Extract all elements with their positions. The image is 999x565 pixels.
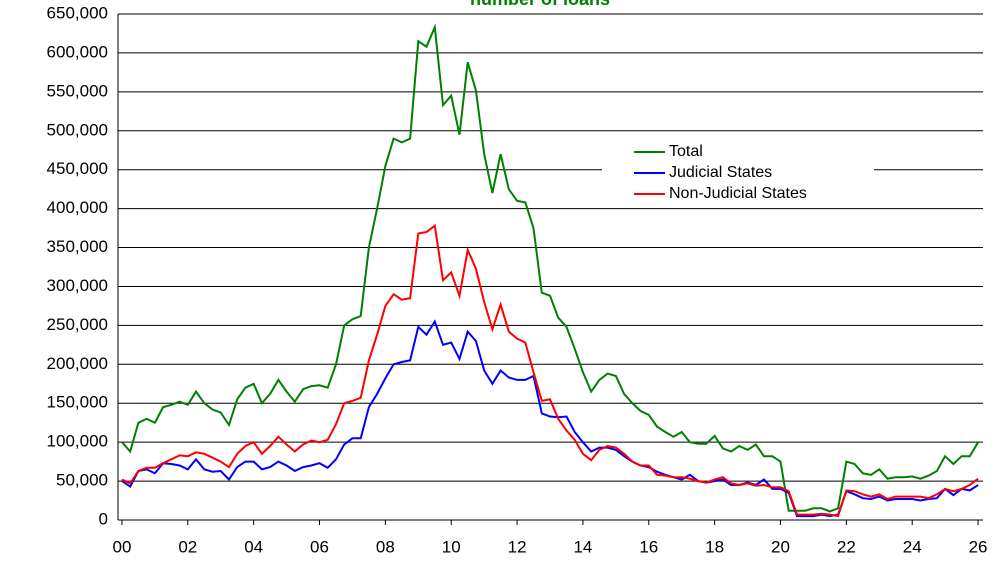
y-tick-label: 550,000 <box>47 81 108 100</box>
x-tick-label: 08 <box>376 537 395 556</box>
y-tick-label: 150,000 <box>47 393 108 412</box>
legend-label: Judicial States <box>669 164 772 181</box>
y-tick-label: 350,000 <box>47 237 108 256</box>
x-tick-label: 02 <box>178 537 197 556</box>
x-tick-label: 22 <box>837 537 856 556</box>
y-tick-label: 650,000 <box>47 3 108 22</box>
legend-label: Total <box>669 143 703 160</box>
y-tick-label: 450,000 <box>47 159 108 178</box>
y-tick-label: 300,000 <box>47 276 108 295</box>
x-tick-label: 06 <box>310 537 329 556</box>
y-tick-label: 600,000 <box>47 42 108 61</box>
x-tick-label: 12 <box>508 537 527 556</box>
legend-label: Non-Judicial States <box>669 185 807 202</box>
y-tick-label: 500,000 <box>47 120 108 139</box>
x-tick-label: 04 <box>244 537 263 556</box>
x-tick-label: 10 <box>442 537 461 556</box>
x-tick-label: 00 <box>112 537 131 556</box>
x-tick-label: 14 <box>573 537 592 556</box>
y-tick-label: 50,000 <box>56 471 108 490</box>
y-tick-label: 250,000 <box>47 315 108 334</box>
x-tick-label: 26 <box>969 537 988 556</box>
series-line <box>121 319 979 518</box>
x-tick-label: 18 <box>705 537 724 556</box>
series-line <box>121 23 979 513</box>
y-tick-label: 400,000 <box>47 198 108 217</box>
y-tick-label: 100,000 <box>47 432 108 451</box>
y-tick-label: 0 <box>99 509 108 528</box>
x-tick-label: 20 <box>771 537 790 556</box>
y-tick-label: 200,000 <box>47 354 108 373</box>
x-tick-label: 16 <box>639 537 658 556</box>
x-tick-label: 24 <box>903 537 922 556</box>
chart-title: number of loans <box>470 0 610 9</box>
series-line <box>121 223 979 518</box>
